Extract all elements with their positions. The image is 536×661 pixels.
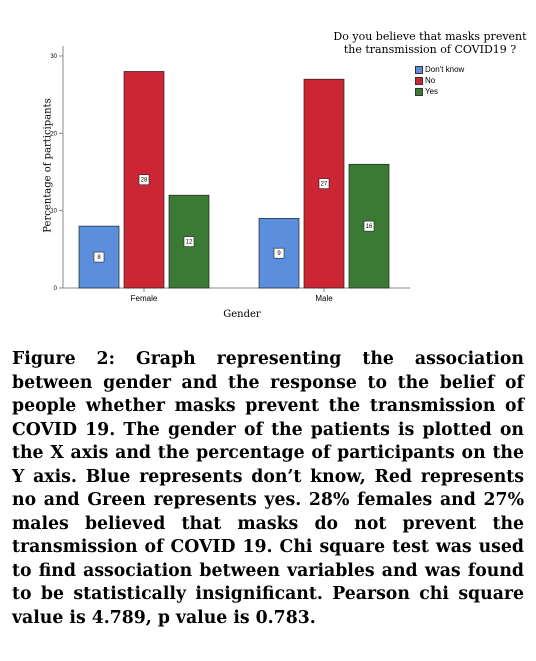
legend-swatch [415, 65, 423, 74]
legend: Don't know No Yes [415, 64, 464, 97]
y-tick-label: 20 [50, 131, 57, 137]
bar-label-box [273, 247, 285, 259]
x-axis-label: Gender [223, 309, 261, 320]
legend-swatch [415, 87, 423, 96]
legend-item: Don't know [415, 64, 464, 75]
bar-label: 8 [97, 255, 101, 261]
bar-label-box [93, 251, 105, 263]
bar-label-box [138, 174, 150, 186]
bar-label-box [363, 220, 375, 232]
bar-label: 12 [186, 240, 193, 246]
bar-label: 16 [366, 224, 373, 230]
y-axis-label: Percentage of participants [42, 98, 54, 233]
bar-label: 27 [321, 182, 328, 188]
chart-bars: 8 28 12 9 27 16 [78, 71, 390, 289]
legend-swatch [415, 76, 423, 85]
legend-label: No [425, 76, 436, 85]
bar-label-box [318, 178, 330, 189]
bar-label: 28 [141, 178, 148, 184]
y-tick-label: 30 [50, 54, 57, 60]
legend-item: Yes [415, 86, 464, 97]
bar-label-box [183, 236, 195, 247]
x-tick-label: Female [131, 294, 158, 303]
legend-label: Don't know [425, 65, 465, 74]
y-tick-label: 10 [50, 209, 57, 215]
x-tick-label: Male [315, 294, 333, 303]
legend-label: Yes [425, 87, 439, 96]
figure-caption: Figure 2: Graph representing the associa… [12, 349, 524, 628]
bar-chart: 0 10 20 30 Female Male 8 28 12 9 27 16 [50, 46, 410, 303]
bar-label: 9 [277, 251, 281, 257]
y-tick-label: 0 [54, 286, 58, 292]
legend-item: No [415, 75, 464, 86]
legend-title: Do you believe that masks prevent the tr… [333, 30, 527, 56]
